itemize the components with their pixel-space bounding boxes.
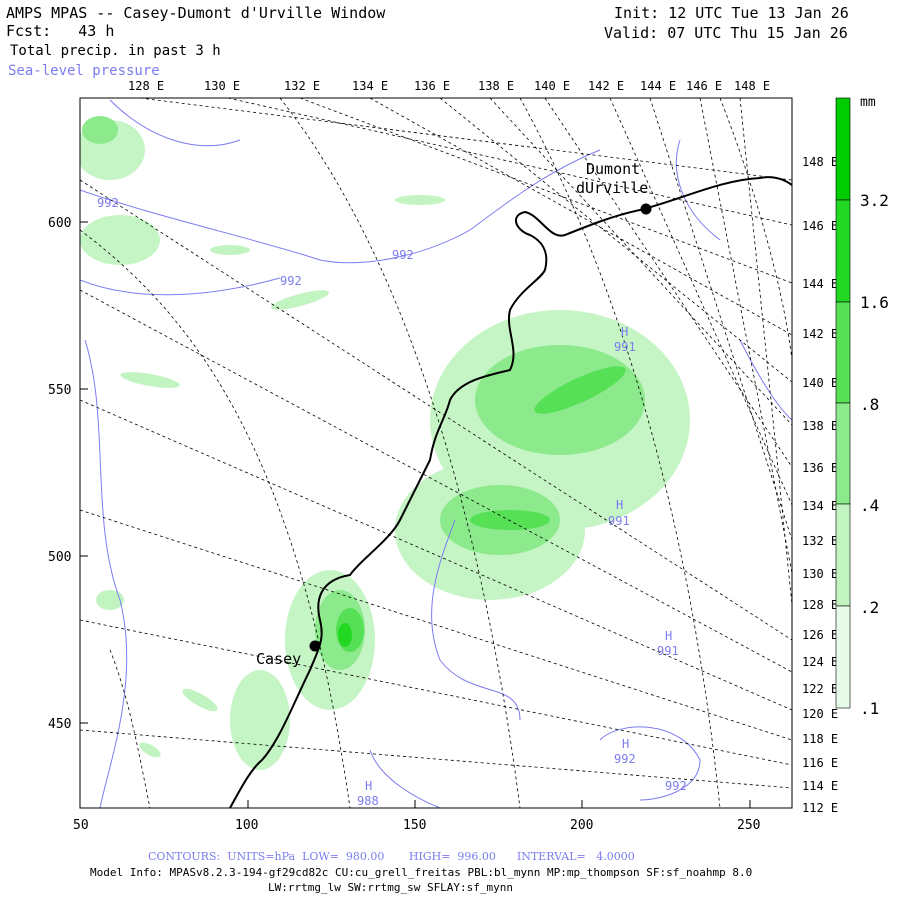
lon-label: 116 E xyxy=(802,756,838,770)
map-title: AMPS MPAS -- Casey-Dumont d'Urville Wind… xyxy=(6,4,386,22)
overlay-name: Sea-level pressure xyxy=(8,63,160,79)
lon-label: 146 E xyxy=(686,79,722,93)
station-marker-dumont[interactable] xyxy=(640,203,652,215)
lon-label: 130 E xyxy=(204,79,240,93)
lon-label: 118 E xyxy=(802,732,838,746)
legend-labels: mm 3.2 1.6 .8 .4 .2 .1 xyxy=(860,95,889,718)
pressure-label: 991 xyxy=(657,644,679,658)
pressure-label: 988 xyxy=(357,794,379,808)
lon-label: 128 E xyxy=(128,79,164,93)
contour-info: CONTOURS: UNITS=hPa LOW= 980.00 HIGH= 99… xyxy=(148,850,635,863)
pressure-label: 992 xyxy=(280,274,302,288)
legend-swatch xyxy=(835,97,851,201)
lon-label: 136 E xyxy=(802,461,838,475)
high-marker: H xyxy=(621,325,628,339)
lon-label: 146 E xyxy=(802,219,838,233)
plot-frame xyxy=(79,97,793,809)
x-tick-label: 150 xyxy=(403,818,426,833)
forecast-hour: Fcst: 43 h xyxy=(6,22,115,40)
pressure-label: 991 xyxy=(614,340,636,354)
station-label-dumont: Dumont xyxy=(586,160,640,178)
lon-label: 140 E xyxy=(802,376,838,390)
pressure-label: 992 xyxy=(97,196,119,210)
lon-label: 124 E xyxy=(802,655,838,669)
precip-area xyxy=(80,215,160,265)
y-tick-label: 500 xyxy=(48,550,71,565)
right-lon-labels: 148 E 146 E 144 E 142 E 140 E 138 E 136 … xyxy=(802,155,838,815)
precip-area xyxy=(338,623,352,647)
lon-label: 144 E xyxy=(802,277,838,291)
precip-area xyxy=(230,670,290,770)
legend-level: 1.6 xyxy=(860,293,889,312)
y-tick-label: 600 xyxy=(48,216,71,231)
lon-label: 136 E xyxy=(414,79,450,93)
valid-time: Valid: 07 UTC Thu 15 Jan 26 xyxy=(604,24,848,42)
field-name: Total precip. in past 3 h xyxy=(10,43,221,59)
lon-label: 142 E xyxy=(588,79,624,93)
lon-label: 148 E xyxy=(802,155,838,169)
precip-area xyxy=(534,366,626,414)
legend-level: .1 xyxy=(860,699,879,718)
init-time: Init: 12 UTC Tue 13 Jan 26 xyxy=(614,4,849,22)
legend-level: .4 xyxy=(860,496,879,515)
pressure-label: 992 xyxy=(665,779,687,793)
lon-label: 114 E xyxy=(802,779,838,793)
lon-label: 140 E xyxy=(534,79,570,93)
bottom-axis-labels: 50 100 150 200 250 xyxy=(73,818,760,833)
lon-label: 148 E xyxy=(734,79,770,93)
lon-label: 132 E xyxy=(284,79,320,93)
precip-area xyxy=(470,510,550,530)
legend-level: .2 xyxy=(860,598,879,617)
pressure-labels: 992 992 992 H 991 H 991 H 991 H 992 992 … xyxy=(97,196,687,808)
y-tick-label: 550 xyxy=(48,383,71,398)
x-tick-label: 250 xyxy=(737,818,760,833)
legend-swatch xyxy=(835,402,851,505)
lon-label: 142 E xyxy=(802,327,838,341)
pressure-label: 992 xyxy=(614,752,636,766)
pressure-label: 991 xyxy=(608,514,630,528)
model-info: Model Info: MPASv8.2.3-194-gf29cd82c CU:… xyxy=(90,866,753,879)
precip-area xyxy=(82,116,118,144)
lon-label: 138 E xyxy=(478,79,514,93)
legend-colorbar xyxy=(835,97,851,709)
lon-label: 138 E xyxy=(802,419,838,433)
left-axis-labels: 600 550 500 450 xyxy=(48,216,71,732)
coastline xyxy=(229,176,792,808)
lon-label: 132 E xyxy=(802,534,838,548)
lon-label: 134 E xyxy=(352,79,388,93)
lon-label: 144 E xyxy=(640,79,676,93)
lon-label: 128 E xyxy=(802,598,838,612)
station-marker-casey[interactable] xyxy=(309,640,321,652)
lon-label: 130 E xyxy=(802,567,838,581)
legend-swatch xyxy=(835,605,851,709)
legend-swatch xyxy=(835,503,851,607)
high-marker: H xyxy=(665,629,672,643)
legend-swatch xyxy=(835,199,851,303)
pressure-contours xyxy=(80,99,792,808)
legend-unit: mm xyxy=(860,95,876,110)
legend-level: .8 xyxy=(860,395,879,414)
model-info-line2: LW:rrtmg_lw SW:rrtmg_sw SFLAY:sf_mynn xyxy=(268,881,514,894)
station-label-dumont: dUrville xyxy=(576,179,648,197)
top-lon-labels: 128 E 130 E 132 E 134 E 136 E 138 E 140 … xyxy=(128,79,770,93)
x-tick-label: 100 xyxy=(235,818,258,833)
high-marker: H xyxy=(616,498,623,512)
lon-label: 112 E xyxy=(802,801,838,815)
high-marker: H xyxy=(622,737,629,751)
lon-label: 126 E xyxy=(802,628,838,642)
graticule xyxy=(80,98,792,808)
y-tick-label: 450 xyxy=(48,717,71,732)
x-tick-label: 200 xyxy=(570,818,593,833)
pressure-label: 992 xyxy=(392,248,414,262)
high-marker: H xyxy=(365,779,372,793)
lon-label: 120 E xyxy=(802,707,838,721)
legend-swatch xyxy=(835,301,851,404)
lon-label: 134 E xyxy=(802,499,838,513)
legend-level: 3.2 xyxy=(860,191,889,210)
station-label-casey: Casey xyxy=(256,650,301,668)
x-tick-label: 50 xyxy=(73,818,89,833)
precip-field: 992 992 992 H 991 H 991 H 991 H 992 992 … xyxy=(80,98,792,808)
lon-label: 122 E xyxy=(802,682,838,696)
